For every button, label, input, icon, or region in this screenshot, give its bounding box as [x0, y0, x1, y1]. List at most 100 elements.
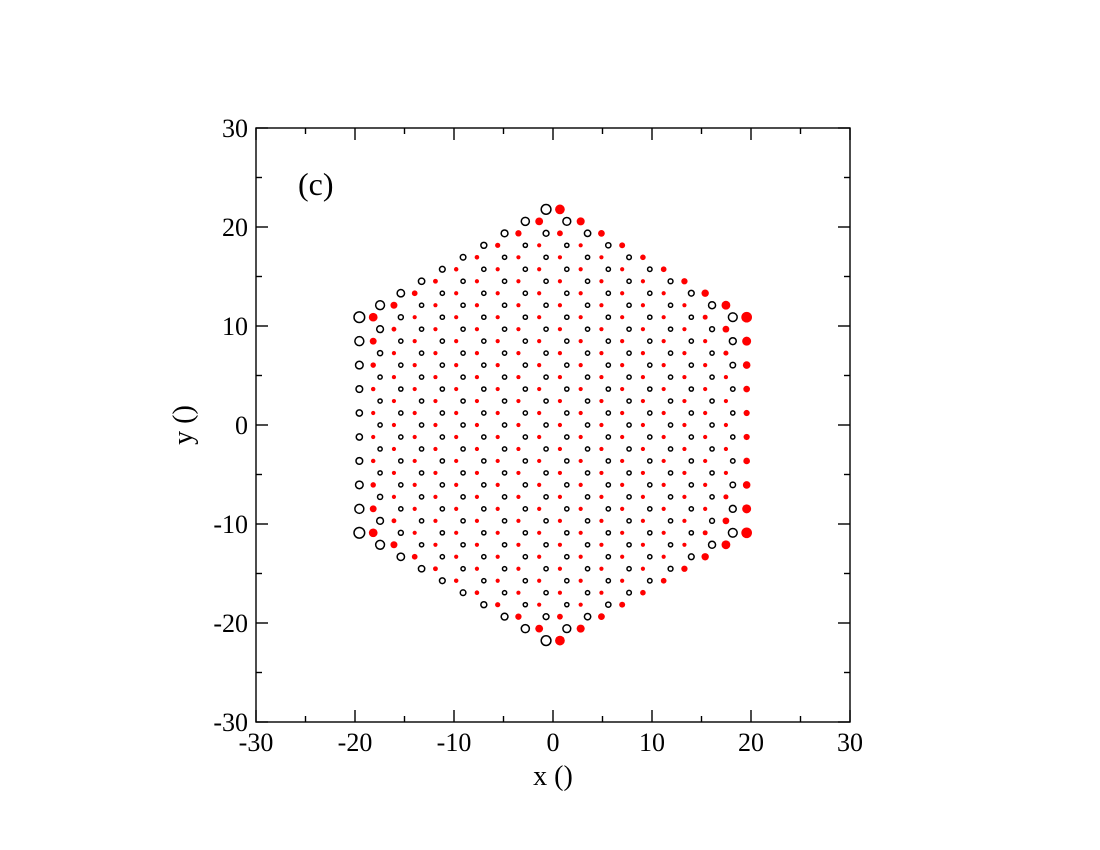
sublattice-b-point	[563, 434, 570, 440]
sublattice-b-point	[709, 422, 715, 428]
sublattice-b-point	[604, 601, 612, 609]
sublattice-b-point	[501, 398, 508, 404]
sublattice-a-point	[661, 363, 666, 368]
sublattice-b-point	[605, 290, 612, 297]
sublattice-b-point	[480, 482, 487, 488]
sublattice-b-point	[543, 350, 549, 356]
sublattice-b-point	[439, 386, 446, 392]
sublattice-b-point	[480, 241, 488, 250]
x-tick-label: 30	[837, 728, 863, 757]
sublattice-a-point	[557, 494, 563, 499]
sublattice-b-point	[520, 216, 531, 227]
sublattice-b-point	[605, 338, 612, 344]
sublattice-b-point	[563, 458, 570, 464]
sublattice-b-point	[667, 374, 674, 380]
sublattice-b-point	[480, 553, 487, 560]
sublattice-b-point	[374, 300, 386, 311]
sublattice-a-point	[516, 279, 521, 284]
sublattice-b-point	[626, 398, 632, 404]
sublattice-b-point	[646, 434, 653, 440]
sublattice-a-point	[578, 458, 583, 464]
sublattice-b-point	[480, 386, 487, 392]
sublattice-b-point	[480, 458, 487, 464]
sublattice-b-point	[397, 410, 404, 416]
sublattice-a-point	[620, 291, 625, 296]
sublattice-a-point	[433, 518, 438, 523]
sublattice-a-point	[433, 327, 438, 332]
sublattice-b-point	[397, 362, 404, 368]
sublattice-a-point	[474, 422, 480, 428]
sublattice-b-point	[728, 336, 737, 346]
sublattice-b-point	[460, 446, 466, 452]
sublattice-b-point	[605, 553, 612, 560]
sublattice-a-point	[495, 578, 500, 583]
sublattice-a-point	[516, 398, 521, 404]
sublattice-b-point	[584, 517, 591, 524]
sublattice-b-point	[522, 290, 529, 297]
sublattice-a-point	[495, 267, 500, 272]
sublattice-b-point	[626, 350, 632, 356]
sublattice-a-point	[495, 363, 500, 368]
sublattice-a-point	[703, 434, 708, 440]
sublattice-b-point	[501, 494, 508, 500]
sublattice-a-point	[474, 542, 480, 547]
sublattice-a-point	[391, 398, 397, 404]
sublattice-a-point	[578, 434, 583, 440]
sublattice-a-point	[640, 446, 646, 452]
sublattice-a-point	[661, 482, 666, 487]
sublattice-b-point	[584, 565, 591, 572]
sublattice-a-point	[433, 470, 438, 476]
sublattice-a-point	[537, 554, 542, 559]
sublattice-b-point	[460, 565, 466, 572]
sublattice-a-point	[371, 434, 376, 440]
sublattice-b-point	[688, 458, 695, 464]
sublattice-a-point	[474, 518, 480, 523]
sublattice-a-point	[433, 542, 438, 547]
sublattice-a-point	[741, 311, 752, 323]
sublattice-b-point	[522, 266, 529, 273]
sublattice-b-point	[729, 386, 736, 393]
sublattice-a-point	[578, 554, 583, 559]
sublattice-b-point	[626, 302, 632, 309]
sublattice-b-point	[626, 517, 632, 524]
sublattice-b-point	[522, 577, 529, 584]
sublattice-a-point	[537, 530, 542, 535]
sublattice-b-point	[646, 362, 653, 368]
sublattice-a-point	[495, 602, 501, 608]
sublattice-a-point	[474, 566, 480, 571]
sublattice-a-point	[661, 434, 666, 440]
sublattice-a-point	[661, 291, 666, 296]
sublattice-b-point	[522, 242, 529, 249]
sublattice-a-point	[741, 527, 752, 539]
sublattice-b-point	[355, 384, 364, 394]
sublattice-b-point	[667, 278, 674, 285]
sublattice-a-point	[599, 470, 604, 476]
sublattice-b-point	[543, 565, 549, 572]
sublattice-b-point	[709, 470, 715, 476]
sublattice-b-point	[501, 565, 508, 572]
x-axis-label: x ()	[533, 761, 573, 792]
sublattice-a-point	[391, 470, 397, 476]
sublattice-a-point	[682, 518, 687, 523]
sublattice-a-point	[619, 242, 626, 249]
sublattice-b-point	[563, 290, 570, 297]
sublattice-b-point	[542, 229, 550, 237]
sublattice-b-point	[688, 362, 695, 368]
sublattice-b-point	[460, 302, 466, 309]
sublattice-b-point	[377, 398, 383, 404]
sublattice-a-point	[599, 351, 604, 356]
sublattice-a-point	[391, 351, 397, 356]
sublattice-b-point	[626, 422, 632, 428]
sublattice-a-point	[701, 553, 709, 561]
sublattice-a-point	[723, 374, 729, 380]
sublattice-b-point	[584, 470, 591, 476]
sublattice-b-point	[418, 302, 425, 309]
sublattice-b-point	[418, 517, 425, 524]
sublattice-a-point	[412, 434, 417, 440]
sublattice-a-point	[640, 327, 646, 332]
y-tick-label: -10	[213, 510, 248, 539]
sublattice-b-point	[418, 446, 425, 452]
sublattice-a-point	[723, 350, 729, 356]
sublattice-b-point	[501, 589, 508, 596]
sublattice-a-point	[454, 291, 459, 296]
